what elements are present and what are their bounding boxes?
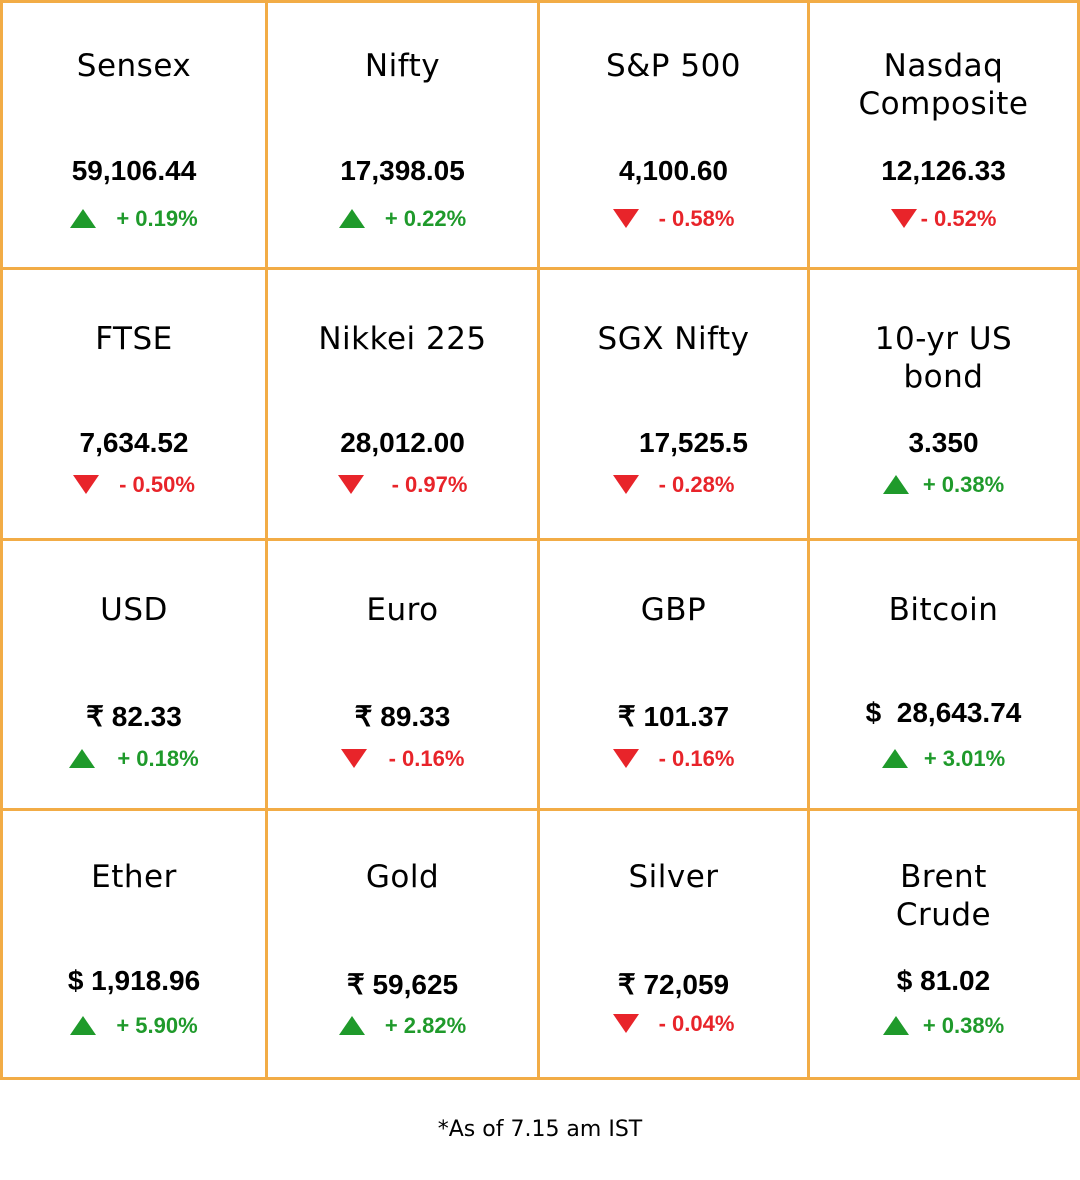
triangle-down-icon (612, 474, 639, 494)
tile-change: - 0.97% (268, 470, 537, 500)
tile-name: Nifty (364, 48, 441, 84)
tile-name: S&P 500 (605, 48, 742, 84)
tile-value: ₹ 72,059 (617, 969, 730, 1000)
tile-nikkei: Nikkei 225 28,012.00 - 0.97% (268, 270, 540, 541)
tile-ether: Ether $ 1,918.96 + 5.90% (3, 811, 268, 1077)
triangle-up-icon (69, 748, 96, 768)
triangle-down-icon (612, 1013, 639, 1033)
tile-change-text: - 0.28% (658, 472, 735, 497)
tile-change-text: - 0.16% (388, 746, 465, 771)
tile-change: + 5.90% (3, 1011, 265, 1041)
tile-name: Bitcoin (888, 592, 999, 628)
tile-change-text: - 0.52% (920, 206, 997, 231)
triangle-down-icon (890, 208, 917, 228)
tile-value: 7,634.52 (79, 427, 189, 458)
tile-value: 28,012.00 (340, 427, 465, 458)
tile-name: Euro (366, 592, 439, 628)
triangle-down-icon (337, 474, 364, 494)
tile-change: - 0.58% (540, 204, 807, 234)
tile-change: - 0.28% (540, 470, 807, 500)
tile-ftse: FTSE 7,634.52 - 0.50% (3, 270, 268, 541)
tile-change-text: + 5.90% (116, 1013, 198, 1038)
tile-change-text: - 0.58% (658, 206, 735, 231)
tile-change: + 0.19% (3, 204, 265, 234)
tile-value: 12,126.33 (881, 155, 1006, 186)
tile-change: - 0.04% (540, 1009, 807, 1039)
tile-value: $ 28,643.74 (865, 697, 1022, 728)
tile-change: - 0.16% (540, 744, 807, 774)
tile-change-text: + 3.01% (923, 746, 1006, 771)
tile-change-text: + 2.82% (384, 1013, 467, 1038)
tile-sgx-nifty: SGX Nifty 17,525.5 - 0.28% (540, 270, 810, 541)
tile-value: 4,100.60 (619, 155, 728, 186)
triangle-up-icon (70, 1015, 97, 1035)
tile-name: Silver (628, 859, 719, 895)
tile-change-text: + 0.38% (922, 472, 1005, 497)
tile-name: SGX Nifty (597, 321, 750, 357)
tile-value: ₹ 101.37 (617, 701, 730, 732)
triangle-down-icon (612, 748, 639, 768)
tile-value: 3.350 (908, 427, 979, 458)
tile-10yr-us-bond: 10-yr US bond 3.350 + 0.38% (810, 270, 1077, 541)
tile-change: + 2.82% (268, 1011, 537, 1041)
tile-value: $ 1,918.96 (67, 965, 201, 996)
tile-sp500: S&P 500 4,100.60 - 0.58% (540, 3, 810, 270)
tile-name: GBP (640, 592, 707, 628)
tile-nifty: Nifty 17,398.05 + 0.22% (268, 3, 540, 270)
tile-change-text: - 0.16% (658, 746, 735, 771)
tile-change: + 0.38% (810, 1011, 1077, 1041)
tile-name: Brent Crude (895, 859, 992, 933)
triangle-up-icon (338, 1015, 365, 1035)
tile-change-text: - 0.04% (658, 1011, 735, 1036)
tile-sensex: Sensex 59,106.44 + 0.19% (3, 3, 268, 270)
tile-gbp: GBP ₹ 101.37 - 0.16% (540, 541, 810, 811)
tile-change: + 3.01% (810, 744, 1077, 774)
tile-change-text: + 0.18% (117, 746, 199, 771)
triangle-down-icon (73, 474, 100, 494)
tile-name: Sensex (76, 48, 192, 84)
tile-euro: Euro ₹ 89.33 - 0.16% (268, 541, 540, 811)
tile-nasdaq: Nasdaq Composite 12,126.33 - 0.52% (810, 3, 1077, 270)
market-grid: Sensex 59,106.44 + 0.19% Nifty 17,398.05… (0, 0, 1080, 1080)
tile-change-text: - 0.50% (119, 472, 195, 497)
footnote: *As of 7.15 am IST (437, 1117, 643, 1142)
tile-silver: Silver ₹ 72,059 - 0.04% (540, 811, 810, 1077)
tile-change: + 0.18% (3, 744, 265, 774)
tile-name: Ether (91, 859, 177, 895)
tile-value: $ 81.02 (896, 965, 991, 996)
tile-change: - 0.52% (810, 204, 1077, 234)
tile-value: ₹ 82.33 (86, 701, 182, 732)
tile-change: - 0.50% (3, 470, 265, 500)
tile-change: + 0.38% (810, 470, 1077, 500)
tile-name: Gold (365, 859, 440, 895)
tile-change-text: - 0.97% (391, 472, 468, 497)
tile-value: 17,398.05 (340, 155, 465, 186)
tile-name: Nikkei 225 (318, 321, 487, 357)
triangle-down-icon (340, 748, 367, 768)
tile-value: 17,525.5 (639, 427, 748, 458)
triangle-up-icon (70, 208, 97, 228)
tile-gold: Gold ₹ 59,625 + 2.82% (268, 811, 540, 1077)
tile-name: FTSE (95, 321, 173, 357)
triangle-down-icon (612, 208, 639, 228)
tile-brent-crude: Brent Crude $ 81.02 + 0.38% (810, 811, 1077, 1077)
tile-name: Nasdaq Composite (858, 48, 1029, 122)
tile-change: + 0.22% (268, 204, 537, 234)
triangle-up-icon (882, 474, 909, 494)
tile-change: - 0.16% (268, 744, 537, 774)
triangle-up-icon (881, 748, 908, 768)
tile-change-text: + 0.19% (116, 206, 198, 231)
tile-value: ₹ 89.33 (354, 701, 451, 732)
tile-bitcoin: Bitcoin $ 28,643.74 + 3.01% (810, 541, 1077, 811)
tile-change-text: + 0.38% (922, 1013, 1005, 1038)
tile-usd: USD ₹ 82.33 + 0.18% (3, 541, 268, 811)
triangle-up-icon (338, 208, 365, 228)
tile-name: 10-yr US bond (874, 321, 1013, 395)
tile-value: ₹ 59,625 (346, 969, 459, 1000)
triangle-up-icon (882, 1015, 909, 1035)
tile-change-text: + 0.22% (384, 206, 467, 231)
tile-name: USD (100, 592, 168, 628)
tile-value: 59,106.44 (71, 155, 197, 186)
